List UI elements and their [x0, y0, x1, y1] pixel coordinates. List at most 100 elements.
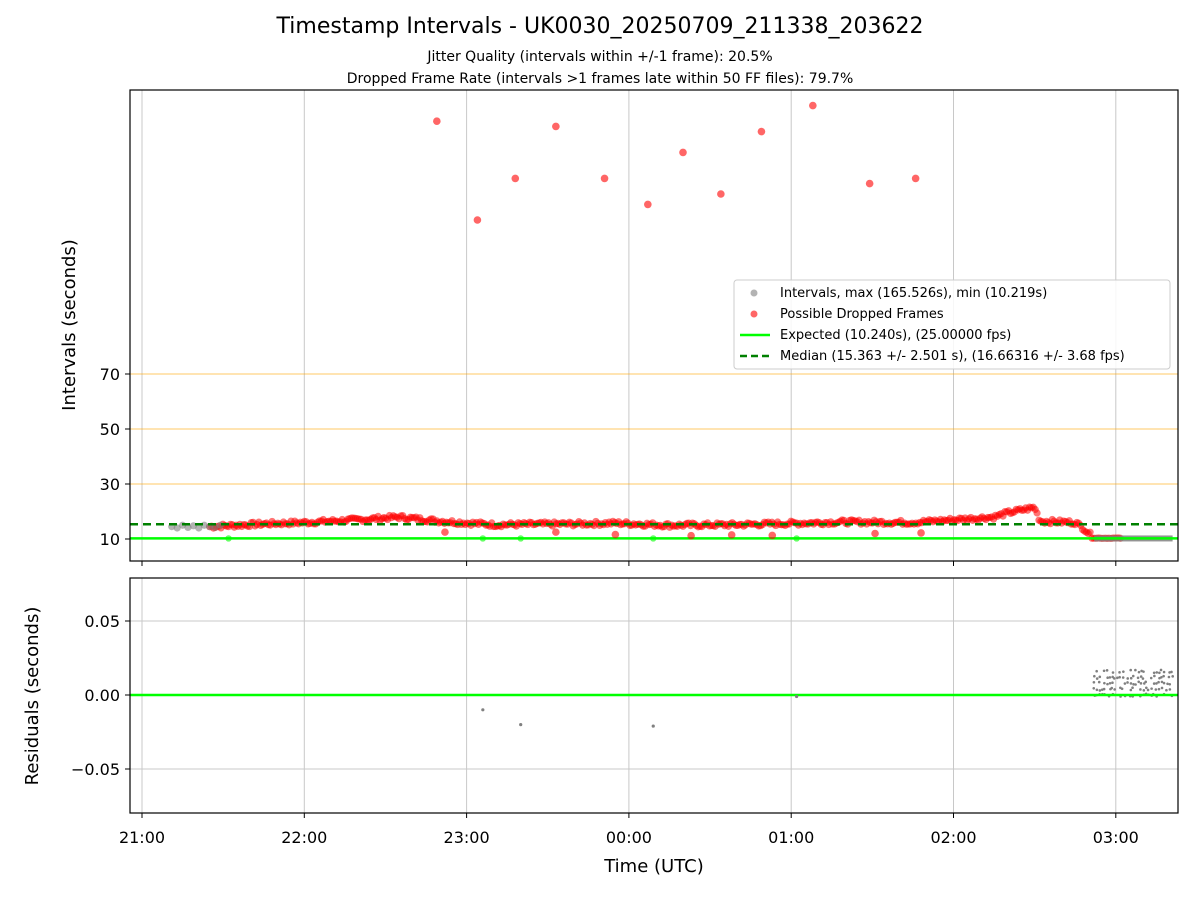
residual-band-point [1126, 681, 1129, 684]
x-tick-label: 03:00 [1093, 828, 1139, 847]
residual-band-point [1168, 682, 1172, 686]
residual-band-point [1160, 680, 1164, 684]
residual-band-point [1149, 676, 1153, 680]
intervals-y-tick-label: 10 [100, 530, 120, 549]
residual-band-point [1162, 670, 1166, 674]
residuals-y-tick-label: 0.05 [84, 612, 120, 631]
residual-band-point [1139, 675, 1143, 678]
dropped-frame-outlier [600, 174, 609, 183]
residual-point [795, 694, 799, 699]
chart-subtitle-dropped: Dropped Frame Rate (intervals >1 frames … [346, 71, 854, 87]
residual-band-point [1113, 688, 1116, 691]
residual-band-point [1152, 671, 1156, 675]
residual-band-point [1129, 668, 1133, 672]
residual-band-point [1155, 671, 1159, 674]
residual-band-point [1112, 677, 1116, 680]
residual-band-point [1153, 674, 1156, 678]
residual-band-point [1129, 688, 1133, 692]
intervals-plot-area [130, 101, 1178, 543]
residual-band-point [1095, 677, 1099, 680]
residual-band-point [1141, 677, 1145, 680]
legend-dropped-label: Possible Dropped Frames [780, 307, 944, 322]
residual-band-point [1098, 689, 1102, 692]
residual-band-point [1134, 668, 1137, 672]
residual-band-point [1123, 682, 1127, 685]
residual-band-point [1170, 670, 1173, 674]
residual-band-point [1092, 687, 1096, 690]
legend-box [733, 279, 1171, 370]
intervals-y-tick-label: 50 [100, 420, 120, 439]
residual-band-point [1139, 688, 1142, 691]
residual-band-point [1098, 675, 1102, 679]
residual-band-point [1116, 676, 1119, 680]
residual-band-point [1118, 671, 1121, 674]
residual-band-point [1108, 676, 1112, 679]
dropped-frame-outlier [809, 101, 817, 110]
residual-point [651, 724, 655, 728]
residual-band-point [1134, 683, 1137, 686]
interval-point [184, 523, 192, 532]
chart-legend: Intervals, max (165.526s), min (10.219s)… [733, 279, 1171, 370]
residual-band-point [1110, 686, 1114, 690]
dropped-frame-outlier [687, 531, 695, 540]
residual-band-point [1105, 669, 1109, 672]
residual-band-point [1106, 676, 1109, 680]
dropped-frame-point [1033, 509, 1041, 517]
interval-point [211, 523, 219, 532]
residual-band-point [1136, 676, 1140, 680]
residual-band-point [1171, 675, 1175, 678]
intervals-y-axis-label: Intervals (seconds) [59, 239, 80, 411]
legend-median-label: Median (15.363 +/- 2.501 s), (16.66316 +… [780, 349, 1125, 364]
intervals-y-tick-label: 70 [100, 365, 120, 384]
residual-band-point [1097, 680, 1101, 684]
dropped-frame-outlier [679, 148, 687, 157]
residual-band-point [1129, 676, 1133, 680]
legend-dropped-marker [750, 310, 758, 318]
dropped-frame-outlier [871, 529, 879, 538]
residual-band-point [1102, 687, 1106, 691]
dropped-frame-outlier [433, 117, 441, 125]
legend-expected-label: Expected (10.240s), (25.00000 fps) [780, 328, 1011, 343]
dropped-frame-outlier [511, 174, 520, 183]
residual-band-point [1132, 682, 1135, 686]
chart-title: Timestamp Intervals - UK0030_20250709_21… [276, 14, 924, 39]
interval-point [173, 524, 181, 532]
x-tick-label: 01:00 [768, 828, 814, 847]
threshold-lines [130, 373, 1178, 485]
residual-band-point [1129, 682, 1133, 685]
residuals-y-tick-label: 0.00 [84, 686, 120, 705]
residual-band-point [1103, 681, 1106, 685]
residual-point [519, 723, 523, 727]
residual-band-point [1157, 680, 1160, 684]
residual-band-point [1111, 671, 1115, 674]
residual-band-point [1142, 689, 1146, 692]
residual-band-point [1131, 686, 1134, 689]
residual-band-point [1111, 681, 1114, 685]
residual-band-point [1095, 669, 1098, 673]
residual-band-point [1159, 668, 1163, 672]
intervals-y-ticks: 10 30 50 70 [100, 365, 130, 549]
residual-band-point [1145, 686, 1148, 690]
residual-band-point [1122, 670, 1125, 673]
dropped-frame-outlier [768, 531, 777, 540]
x-tick-label: 00:00 [606, 828, 652, 847]
intervals-y-tick-label: 30 [100, 475, 120, 494]
legend-intervals-marker [750, 289, 758, 297]
x-tick-label: 23:00 [444, 828, 490, 847]
dropped-frame-outlier [865, 179, 874, 188]
residual-band-point [1158, 671, 1161, 675]
dropped-frame-outlier [911, 174, 920, 183]
dropped-frame-outlier [644, 200, 652, 209]
dropped-frame-outlier [717, 190, 725, 198]
residuals-y-tick-label: −0.05 [71, 760, 120, 779]
x-axis-label: Time (UTC) [603, 856, 704, 877]
residual-band-point [1160, 686, 1164, 690]
residual-band-point [1137, 680, 1141, 684]
residual-band-point [1155, 682, 1158, 685]
residual-band-point [1146, 688, 1150, 692]
residual-band-point [1162, 674, 1165, 678]
dropped-frame-point [1086, 528, 1094, 536]
dropped-frame-outlier [727, 531, 736, 539]
residual-band-point [1139, 682, 1143, 685]
